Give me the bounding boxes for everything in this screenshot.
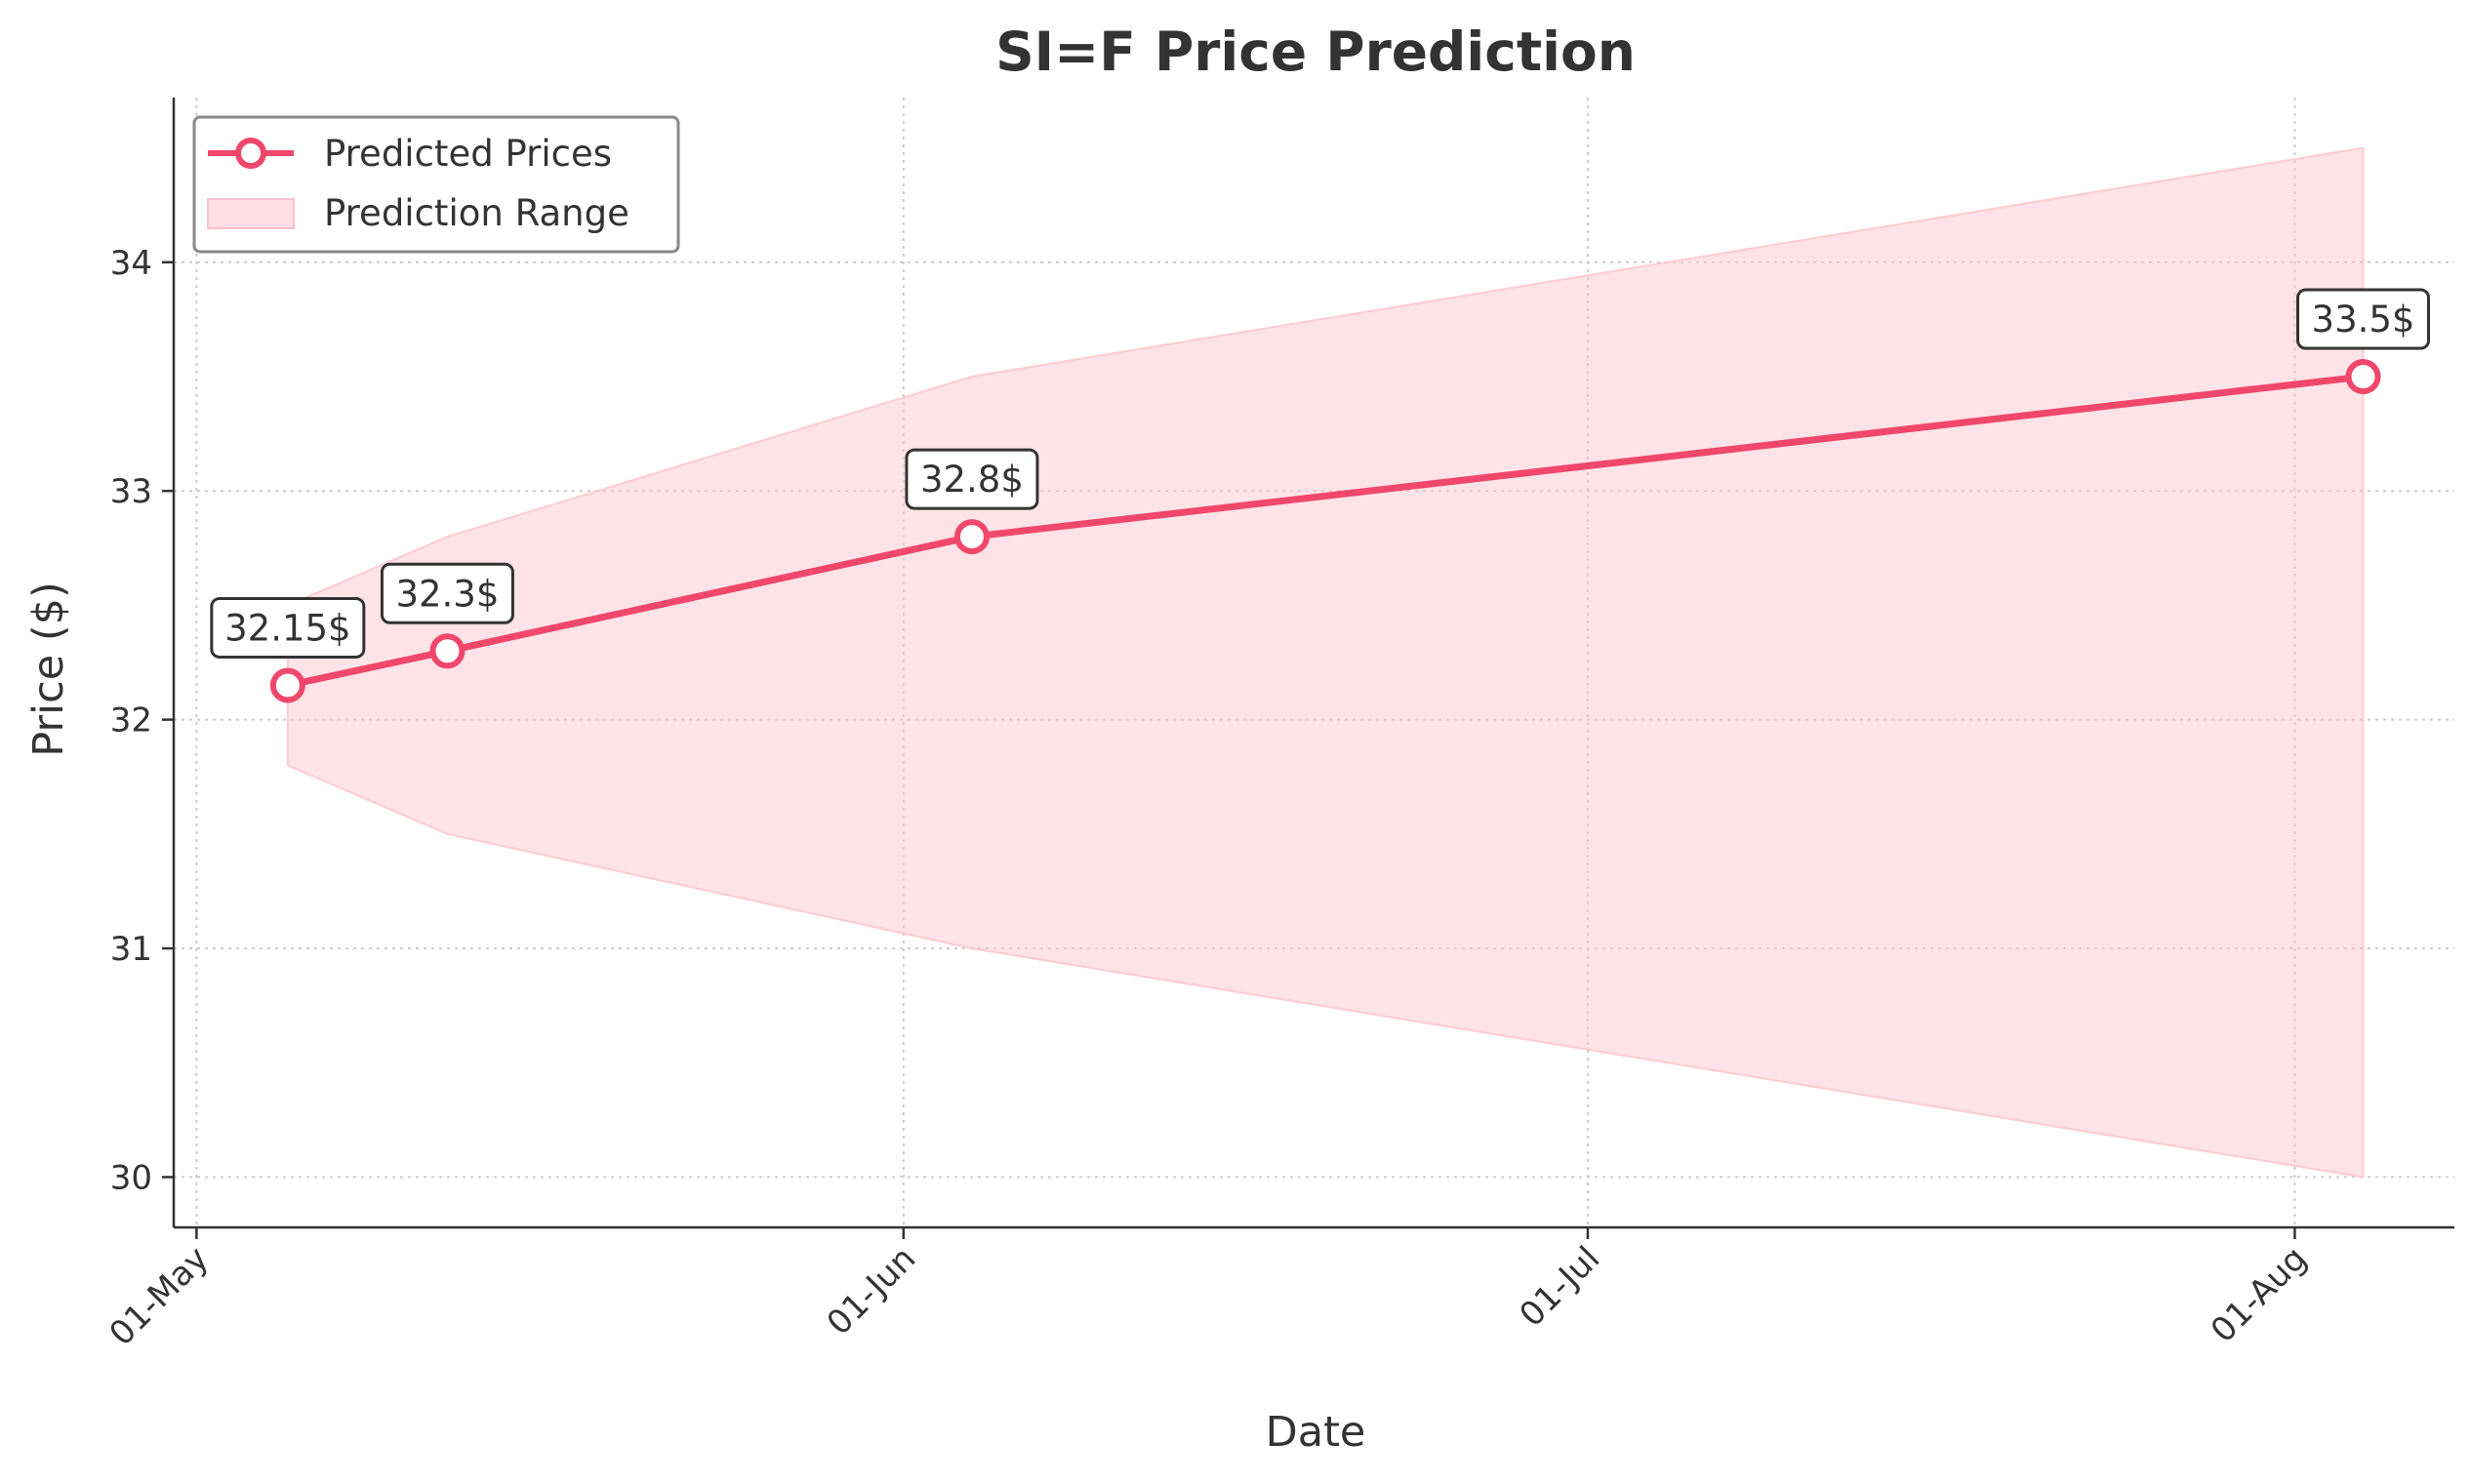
- x-tick-label: 01-Aug: [2204, 1239, 2315, 1350]
- predicted-prices-series: [269, 358, 2381, 703]
- predicted-price-point: [953, 519, 990, 555]
- legend-marker-swatch: [235, 138, 266, 169]
- legend-range-swatch: [207, 198, 295, 229]
- x-axis-title: Date: [1266, 1408, 1366, 1457]
- predicted-price-point: [269, 667, 305, 703]
- y-tick-label: 34: [110, 244, 152, 283]
- prediction-range-band: [286, 146, 2365, 1179]
- x-tick-label: 01-Jun: [820, 1239, 923, 1343]
- data-labels: 32.15$ 32.3$ 32.8$ 33.5$: [210, 288, 2431, 659]
- x-tick-label: 01-Jul: [1512, 1239, 1607, 1335]
- y-tick-label: 30: [110, 1158, 152, 1197]
- grid: [174, 98, 2454, 1227]
- y-tick-label: 33: [110, 472, 152, 511]
- legend-frame: [192, 115, 680, 254]
- data-label: 32.15$: [224, 607, 350, 649]
- predicted-price-point: [429, 633, 466, 669]
- predicted-price-line: [284, 373, 2368, 689]
- data-label-box: [2296, 288, 2431, 350]
- prediction-range-area: [286, 146, 2365, 1179]
- legend-label-predicted: Predicted Prices: [324, 133, 612, 175]
- data-label-box: [380, 562, 514, 624]
- data-label-box: [210, 596, 366, 659]
- data-label-box: [905, 448, 1039, 510]
- data-label: 32.3$: [395, 573, 499, 615]
- data-label: 32.8$: [920, 459, 1024, 501]
- y-tick-label: 31: [110, 930, 152, 969]
- x-tick-label: 01-May: [101, 1239, 216, 1353]
- y-tick-label: 32: [110, 702, 152, 741]
- legend-label-range: Prediction Range: [324, 192, 629, 234]
- legend: Predicted Prices Prediction Range: [192, 115, 680, 254]
- predicted-price-point: [2345, 358, 2381, 394]
- data-label: 33.5$: [2312, 299, 2415, 341]
- chart-title: SI=F Price Prediction: [995, 20, 1636, 83]
- y-axis-title: Price ($): [24, 582, 73, 756]
